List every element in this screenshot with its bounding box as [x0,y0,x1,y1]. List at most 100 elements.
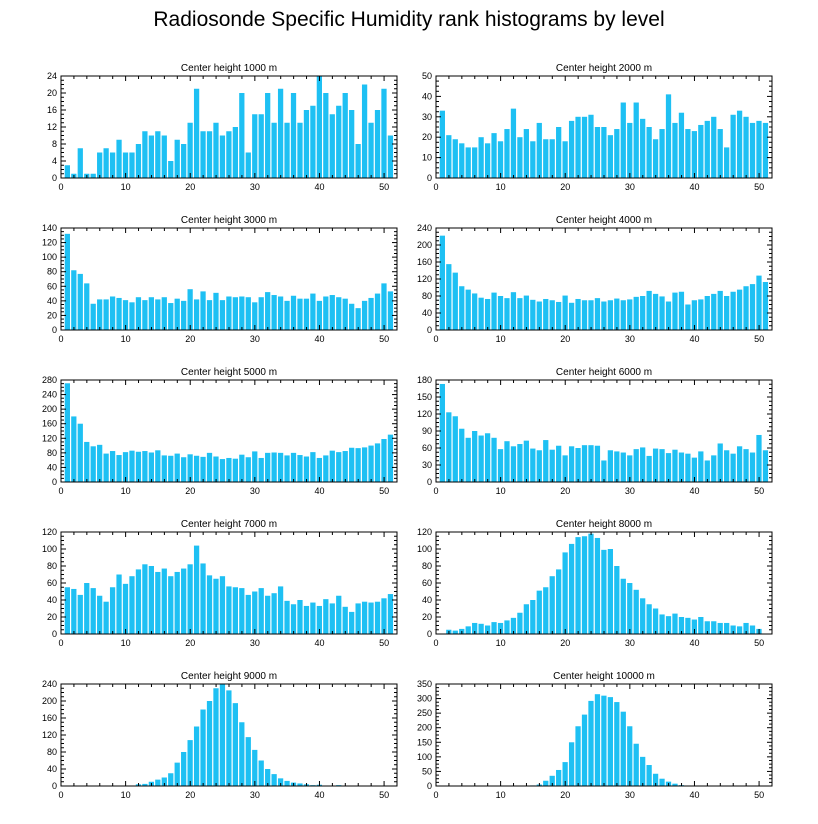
histogram-bar [122,152,129,178]
panel-title: Center height 3000 m [181,215,277,226]
y-tick-label: 0 [52,173,57,183]
x-tick-label: 20 [560,334,570,344]
histogram-bar [749,452,756,482]
histogram-bar [620,578,626,634]
y-tick-label: 24 [47,71,57,81]
y-tick-label: 10 [422,153,432,163]
histogram-bar [187,289,193,330]
histogram-bar [232,127,238,178]
histogram-bar [736,446,743,482]
histogram-bar [284,600,290,634]
x-tick-label: 20 [185,638,195,648]
y-tick-label: 80 [47,448,57,458]
histogram-bar [665,301,672,330]
panel-title: Center height 1000 m [181,63,277,74]
histogram-bar [258,114,264,178]
histogram-bar [316,76,322,178]
histogram-bar [374,110,381,178]
histogram-bar [290,604,297,634]
y-tick-label: 30 [422,460,432,470]
panel-title: Center height 2000 m [556,63,652,74]
x-tick-label: 40 [689,486,699,496]
histogram-bar [659,614,665,634]
histogram-bar [90,173,96,178]
histogram-bar [530,299,536,330]
x-tick-label: 10 [496,790,506,800]
histogram-bar [762,450,769,482]
histogram-bar [271,295,277,330]
chart-panel-7: Center height 7000 m 0 10 20 30 40 50 0 20 40 60 80… [42,519,398,648]
y-tick-label: 150 [417,392,432,402]
histogram-bar [109,451,116,482]
histogram-bar [381,283,387,330]
histogram-bar [219,576,226,634]
histogram-bar [756,275,762,330]
histogram-bar [181,457,187,482]
histogram-bar [620,711,626,786]
x-tick-label: 50 [379,790,389,800]
histogram-bar [342,451,348,482]
histogram-bar [129,450,135,482]
histogram-bar [711,116,717,178]
histogram-bar [284,455,290,482]
histogram-bar [659,778,665,786]
histogram-bar [277,452,284,482]
histogram-bar [297,783,303,786]
y-tick-label: 0 [427,173,432,183]
x-tick-label: 40 [314,638,324,648]
y-tick-label: 240 [42,679,57,689]
histogram-bar [517,137,523,178]
y-tick-label: 80 [47,561,57,571]
histogram-bar [510,446,517,482]
histogram-bar [459,428,465,482]
histogram-bar [568,120,575,178]
y-tick-label: 0 [427,477,432,487]
x-tick-label: 20 [560,638,570,648]
y-tick-label: 140 [42,223,57,233]
histogram-bar [536,122,542,178]
y-tick-label: 40 [47,296,57,306]
histogram-bar [258,457,264,482]
histogram-bar [568,742,575,786]
histogram-bar [678,617,685,634]
histogram-bar [523,295,529,330]
histogram-bar [575,537,581,634]
histogram-bar [97,299,103,330]
y-tick-label: 120 [42,433,57,443]
histogram-bar [439,235,445,330]
histogram-bar [685,617,691,634]
histogram-bar [556,769,562,786]
histogram-bar [459,286,465,330]
histogram-bar [504,129,510,178]
histogram-bar [122,300,129,330]
x-tick-label: 10 [496,334,506,344]
histogram-bar [452,630,458,634]
histogram-bar [271,593,277,634]
histogram-bar [749,625,756,634]
histogram-bar [77,594,83,634]
histogram-bar [640,598,646,634]
x-tick-label: 0 [58,334,63,344]
histogram-bar [316,300,322,330]
histogram-bar [265,769,271,786]
histogram-bar [329,295,335,330]
histogram-bar [581,116,588,178]
histogram-bar [284,300,290,330]
histogram-bar [568,446,575,482]
histogram-bar [387,594,394,634]
histogram-bar [543,298,549,330]
histogram-bar [239,93,245,178]
histogram-bar [277,88,284,178]
histogram-bar [484,143,491,178]
histogram-bar [161,297,167,330]
histogram-bar [446,135,452,178]
histogram-bar [265,93,271,178]
histogram-bar [265,292,271,330]
histogram-bar [523,440,529,482]
histogram-bar [323,93,329,178]
histogram-bar [627,726,633,786]
histogram-bar [271,774,277,786]
y-tick-label: 12 [47,122,57,132]
histogram-bar [303,110,310,178]
histogram-bar [109,296,116,330]
